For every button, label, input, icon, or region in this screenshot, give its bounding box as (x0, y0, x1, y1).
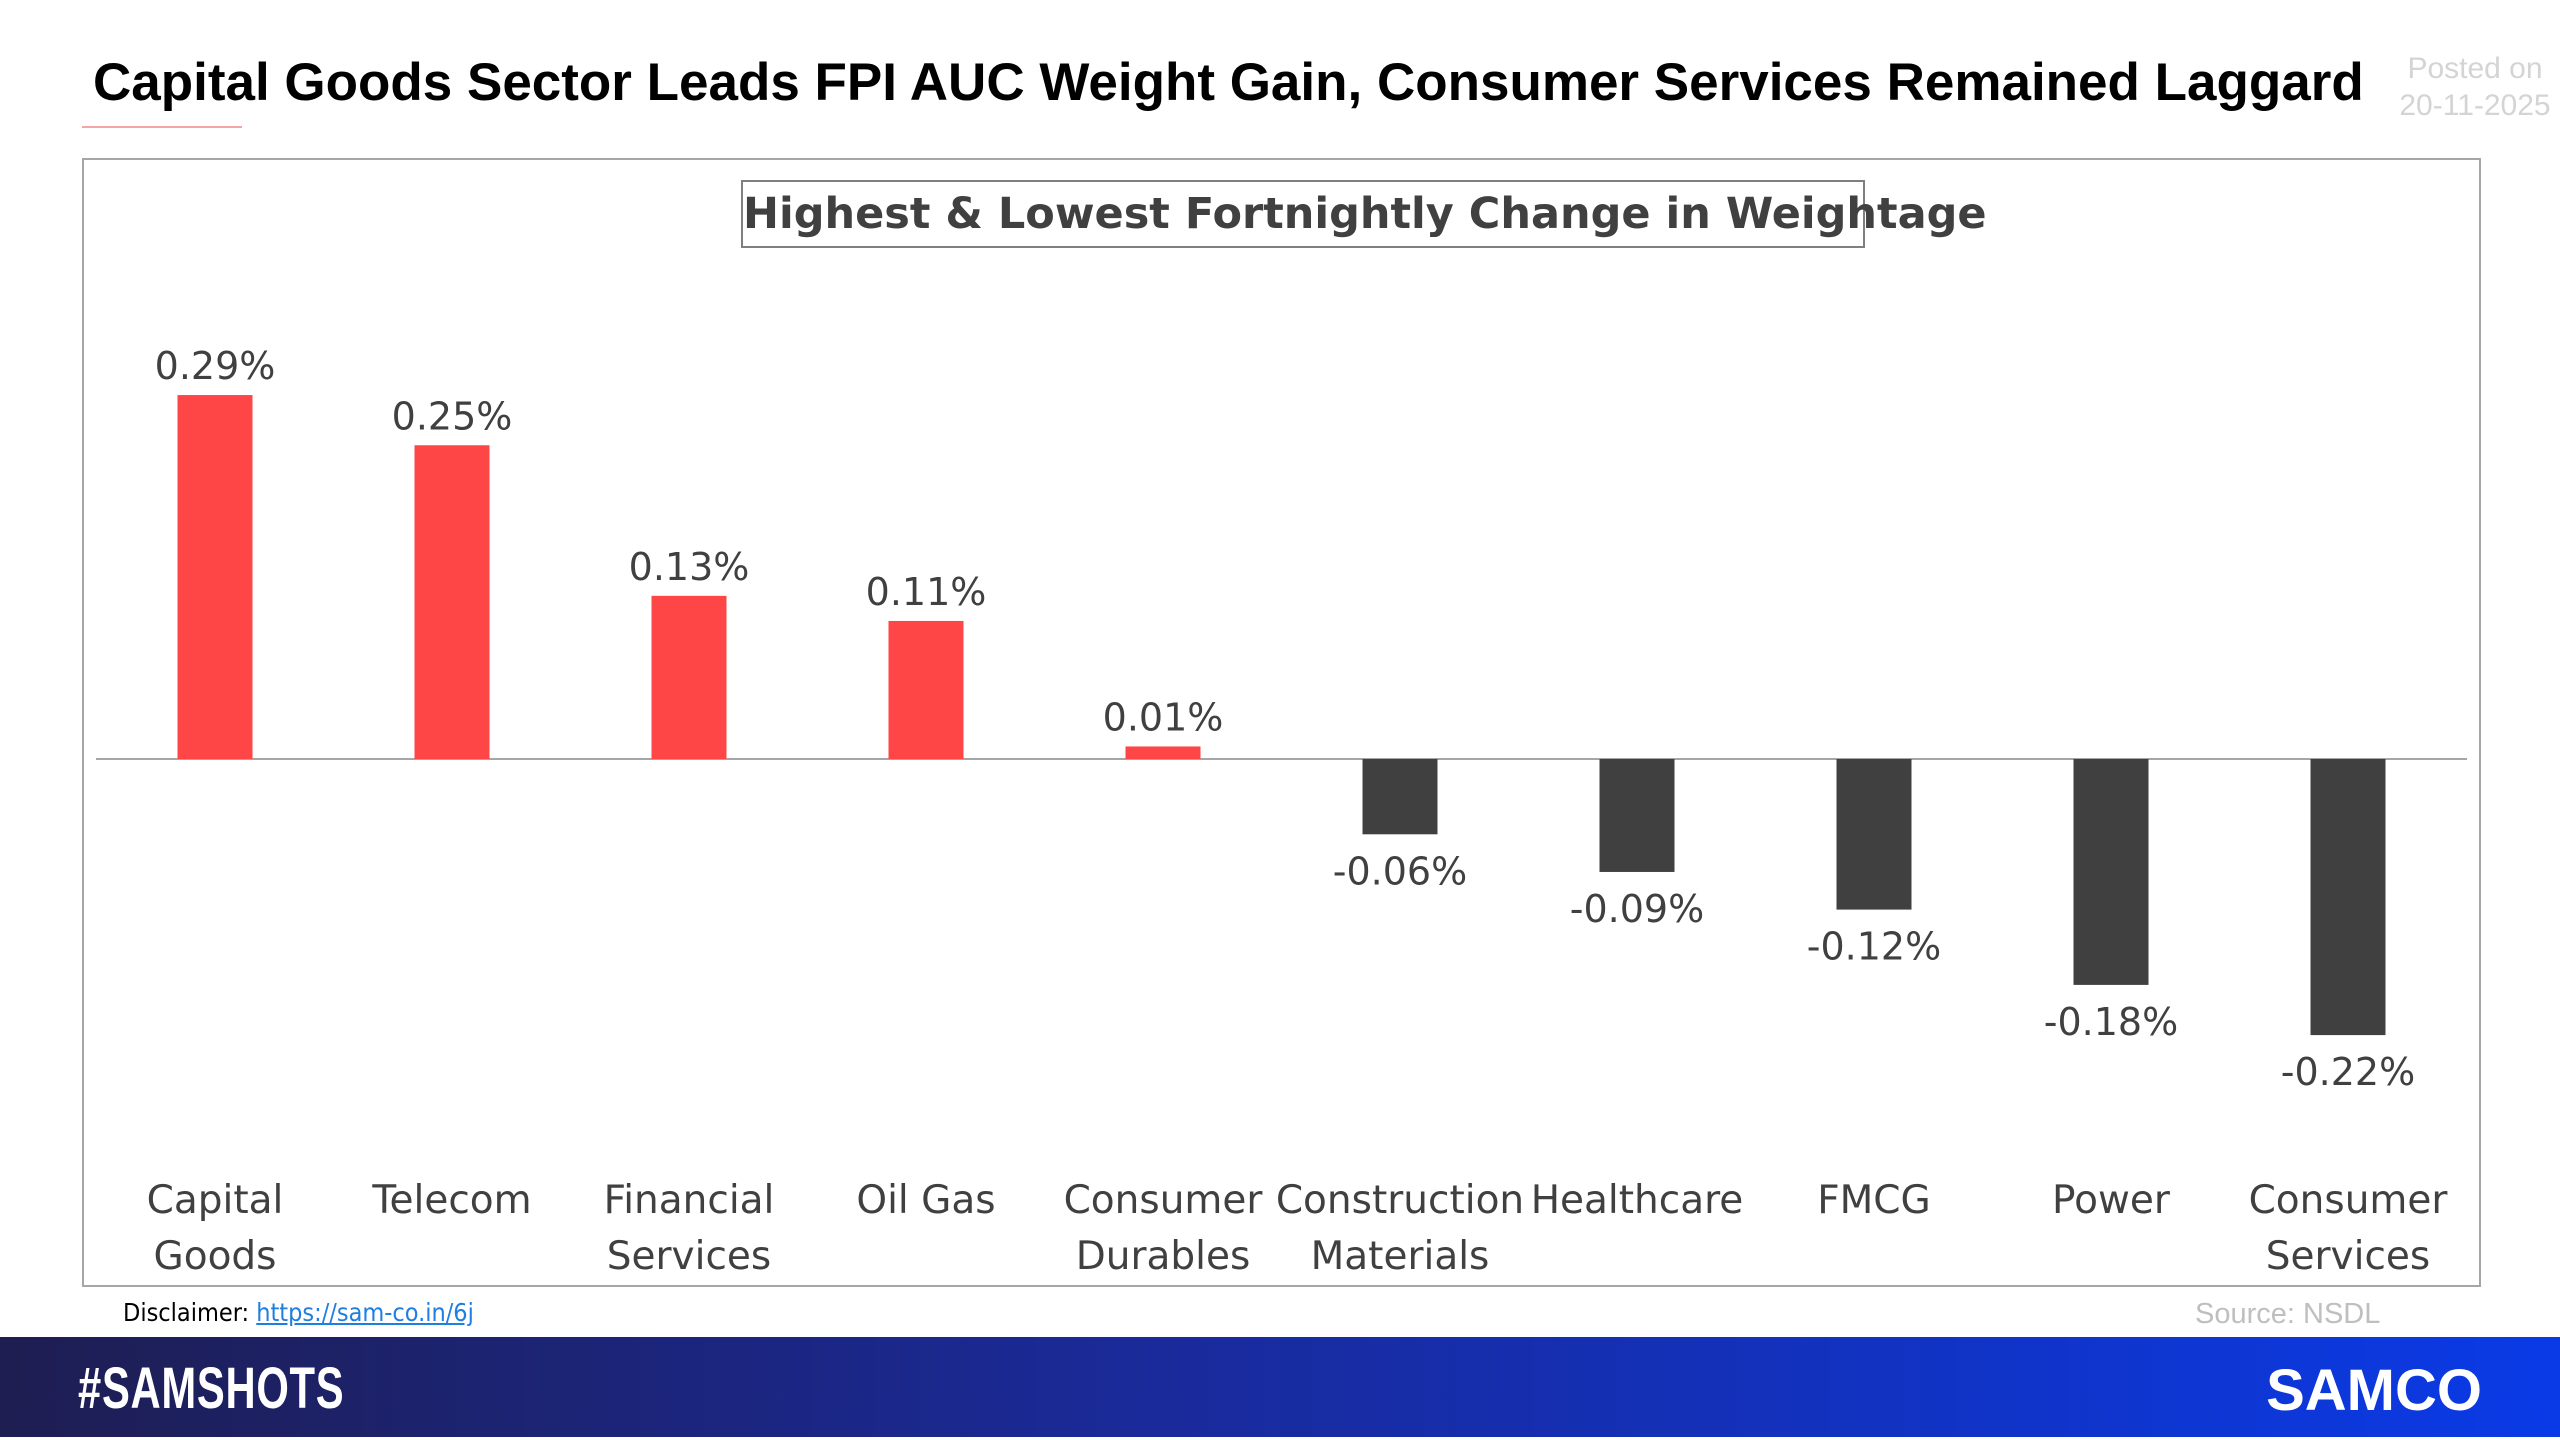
data-label: -0.18% (2044, 1000, 2178, 1044)
category-label: Telecom (371, 1178, 531, 1223)
source-note: Source: NSDL (2195, 1298, 2381, 1330)
data-label: -0.06% (1333, 849, 1467, 893)
category-label: Consumer (1064, 1178, 1264, 1223)
category-label: Services (2266, 1234, 2430, 1279)
data-label: 0.25% (392, 394, 513, 438)
category-label: Materials (1311, 1234, 1490, 1279)
footer-banner: #SAMSHOTS SAMCO (0, 1337, 2560, 1437)
chart-title: Highest & Lowest Fortnightly Change in W… (741, 180, 1987, 248)
category-label: Consumer (2249, 1178, 2449, 1223)
bar (888, 620, 964, 759)
bar (1599, 759, 1675, 872)
bar (2073, 759, 2149, 985)
title-underline (82, 126, 242, 128)
posted-date-value: 20-11-2025 (2399, 89, 2551, 122)
data-label: -0.09% (1570, 887, 1704, 931)
hashtag: #SAMSHOTS (78, 1356, 345, 1421)
posted-label: Posted on (2407, 52, 2543, 85)
bar (177, 395, 253, 759)
bar (414, 445, 490, 759)
category-label: Durables (1076, 1234, 1251, 1279)
category-label: Capital (147, 1178, 284, 1223)
category-label: Construction (1276, 1178, 1524, 1223)
bar (2310, 759, 2386, 1036)
category-label: Oil Gas (856, 1178, 995, 1223)
data-label: -0.12% (1807, 925, 1941, 969)
bar (1836, 759, 1912, 910)
page-title: Capital Goods Sector Leads FPI AUC Weigh… (93, 53, 2364, 112)
category-label: Healthcare (1531, 1178, 1744, 1223)
chart-frame (82, 158, 2481, 1287)
samco-logo: SAMCO (2266, 1358, 2482, 1423)
category-label: Goods (153, 1234, 276, 1279)
category-label: Power (2052, 1178, 2171, 1223)
category-label: Financial (604, 1178, 775, 1223)
bar (1125, 746, 1201, 759)
disclaimer: Disclaimer: https://sam-co.in/6j (123, 1298, 474, 1327)
bar (651, 595, 727, 759)
bar (1362, 759, 1438, 835)
disclaimer-link[interactable]: https://sam-co.in/6j (256, 1298, 474, 1327)
data-label: 0.11% (866, 570, 987, 614)
category-label: FMCG (1817, 1178, 1931, 1223)
data-label: -0.22% (2281, 1050, 2415, 1094)
posted-date: Posted on 20-11-2025 (2390, 50, 2560, 124)
data-label: 0.29% (155, 344, 276, 388)
data-label: 0.01% (1103, 695, 1224, 739)
category-label: Services (607, 1234, 771, 1279)
data-label: 0.13% (629, 545, 750, 589)
disclaimer-label: Disclaimer: (123, 1298, 250, 1327)
